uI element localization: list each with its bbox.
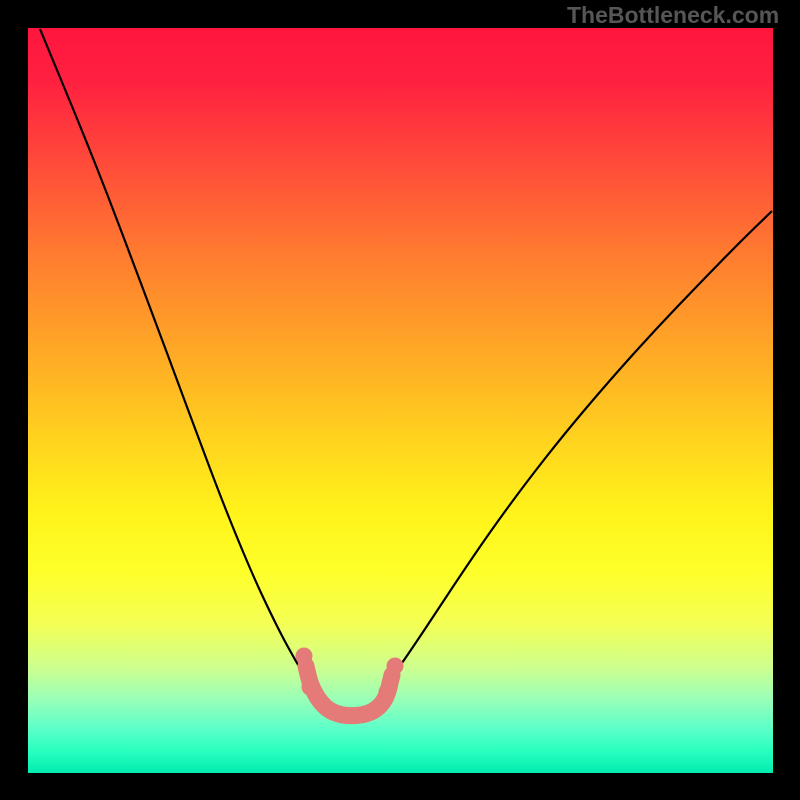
- left-curve: [40, 29, 307, 680]
- plot-area: [28, 28, 773, 773]
- marker-dot: [387, 658, 404, 675]
- marker-dot: [296, 648, 313, 665]
- marker-dot: [379, 684, 396, 701]
- watermark-text: TheBottleneck.com: [567, 2, 779, 29]
- right-curve: [391, 211, 772, 678]
- curve-overlay: [28, 28, 773, 773]
- chart-canvas: TheBottleneck.com: [0, 0, 800, 800]
- marker-dot: [302, 679, 319, 696]
